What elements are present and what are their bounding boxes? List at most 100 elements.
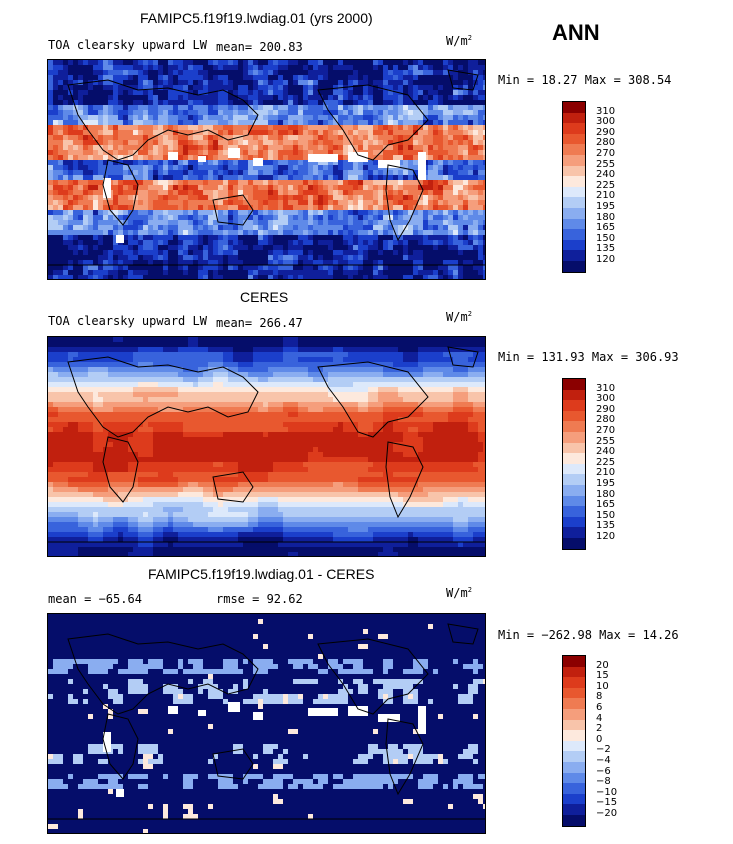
colorbar-swatch [563,431,585,443]
colorbar-tick-label: 290 [596,403,616,415]
map-field-cells [48,614,485,833]
missing-data-patch [116,235,124,243]
colorbar-swatch [563,772,585,784]
panel-2-variable-label: TOA clearsky upward LW [48,314,207,328]
colorbar-tick-label: 255 [596,435,616,447]
colorbar-swatch [563,400,585,411]
colorbar-tick-label: 10 [596,680,609,692]
colorbar-swatch [563,442,585,454]
missing-data-patch [418,706,426,734]
colorbar-tick-label: −10 [596,786,618,798]
colorbar-tick-label: −20 [596,808,618,819]
colorbar-tick-label: 255 [596,158,616,170]
colorbar-tick-label: 8 [596,691,603,703]
panel-1-variable-label: TOA clearsky upward LW [48,38,207,52]
colorbar-swatch [563,133,585,145]
colorbar-tick-label: 120 [596,531,616,542]
colorbar-swatch [563,687,585,699]
missing-data-patch [228,148,240,158]
colorbar-tick-label: 195 [596,201,616,212]
colorbar-tick-label: 290 [596,126,616,138]
panel-2-map-field [48,337,485,556]
panel-3-units: W/m2 [446,586,472,600]
colorbar-tick-label: 0 [596,733,603,745]
colorbar-tick-label: 225 [596,179,616,191]
panel-3-mean-label: mean = −65.64 [48,592,142,606]
missing-data-patch [198,710,206,716]
colorbar-swatch [563,484,585,496]
colorbar-swatch [563,516,585,528]
colorbar-swatch [563,666,585,678]
colorbar-swatch [563,176,585,187]
coastlines [67,69,479,242]
colorbar-swatch [563,421,585,432]
panel-1-title: FAMIPC5.f19f19.lwdiag.01 (yrs 2000) [140,10,373,26]
colorbar-tick-label: −6 [596,765,611,777]
colorbar-tick-label: 150 [596,509,616,521]
missing-data-patch [253,712,263,720]
colorbar-swatch [563,229,585,240]
colorbar-tick-label: 135 [596,243,616,255]
colorbar-tick-label: 225 [596,456,616,468]
colorbar-swatch [563,495,585,507]
panel-3-colorbar [562,655,586,827]
colorbar-swatch [563,197,585,208]
colorbar-swatch [563,719,585,731]
colorbar-swatch [563,250,585,261]
missing-data-patch [198,156,206,162]
colorbar-swatch [563,506,585,517]
colorbar-swatch [563,379,585,390]
panel-3-map [47,613,486,834]
panel-2-colorbar [562,378,586,550]
colorbar-tick-label: −2 [596,744,611,756]
colorbar-swatch [563,656,585,667]
panel-2-map [47,336,486,557]
missing-data-patch [168,706,178,714]
colorbar-swatch [563,761,585,773]
colorbar-swatch [563,751,585,762]
colorbar-swatch [563,793,585,805]
panel-1-map [47,59,486,280]
coastlines [67,346,479,519]
map-field-cells [48,337,485,556]
panel-1-minmax: Min = 18.27 Max = 308.54 [498,73,672,87]
colorbar-tick-label: 280 [596,414,616,426]
panel-2-minmax: Min = 131.93 Max = 306.93 [498,350,679,364]
missing-data-patch [348,152,368,162]
colorbar-tick-label: 280 [596,137,616,149]
panel-1-colorbar [562,101,586,273]
colorbar-swatch [563,123,585,134]
panel-1-mean-label: mean= 200.83 [216,40,303,54]
colorbar-tick-label: 210 [596,190,616,202]
missing-data-patch [228,702,240,712]
colorbar-tick-label: 310 [596,105,616,117]
colorbar-tick-label: 135 [596,520,616,532]
colorbar-tick-label: 120 [596,254,616,265]
colorbar-swatch [563,804,585,815]
missing-data-patch [418,152,426,180]
panel-3-title: FAMIPC5.f19f19.lwdiag.01 - CERES [148,566,375,582]
colorbar-tick-label: 2 [596,723,603,735]
colorbar-tick-label: 240 [596,169,616,181]
colorbar-swatch [563,474,585,485]
colorbar-tick-label: 300 [596,116,616,128]
panel-1-units: W/m2 [446,34,472,48]
colorbar-swatch [563,260,585,272]
colorbar-swatch [563,218,585,230]
colorbar-swatch [563,102,585,113]
colorbar-tick-label: 270 [596,425,616,436]
colorbar-tick-label: 20 [596,659,609,671]
panel-2-mean-label: mean= 266.47 [216,316,303,330]
colorbar-tick-label: 310 [596,382,616,394]
missing-data-patch [103,732,111,752]
panel-3-map-field [48,614,485,833]
missing-data-patch [253,158,263,166]
colorbar-tick-label: 150 [596,232,616,244]
colorbar-swatch [563,463,585,475]
colorbar-tick-label: −15 [596,797,618,809]
colorbar-tick-label: 165 [596,499,616,511]
colorbar-swatch [563,740,585,752]
colorbar-swatch [563,708,585,720]
colorbar-tick-label: −4 [596,755,611,766]
missing-data-patch [378,714,400,722]
